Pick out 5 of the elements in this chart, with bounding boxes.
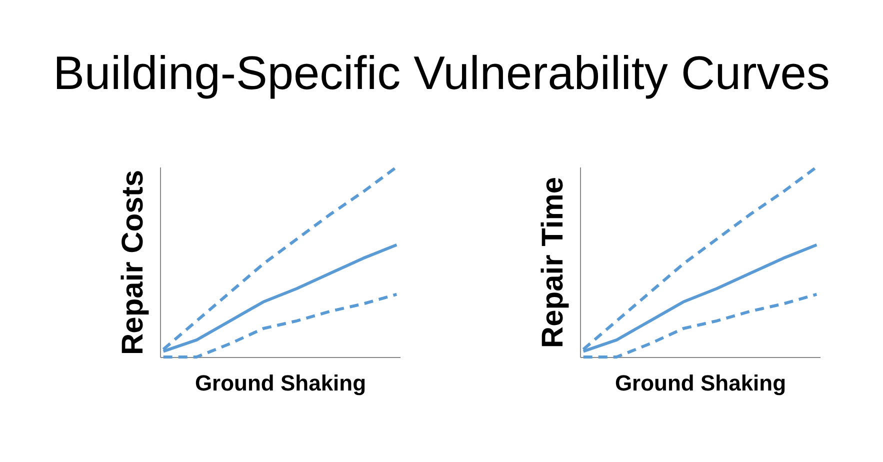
x-axis-title: Ground Shaking (194, 370, 366, 396)
chart-title: Building-Specific Vulnerability Curves (52, 45, 831, 100)
y-axis-title: Repair Time (536, 176, 570, 348)
y-axis-title: Repair Costs (116, 170, 150, 356)
x-axis-title: Ground Shaking (614, 370, 786, 396)
